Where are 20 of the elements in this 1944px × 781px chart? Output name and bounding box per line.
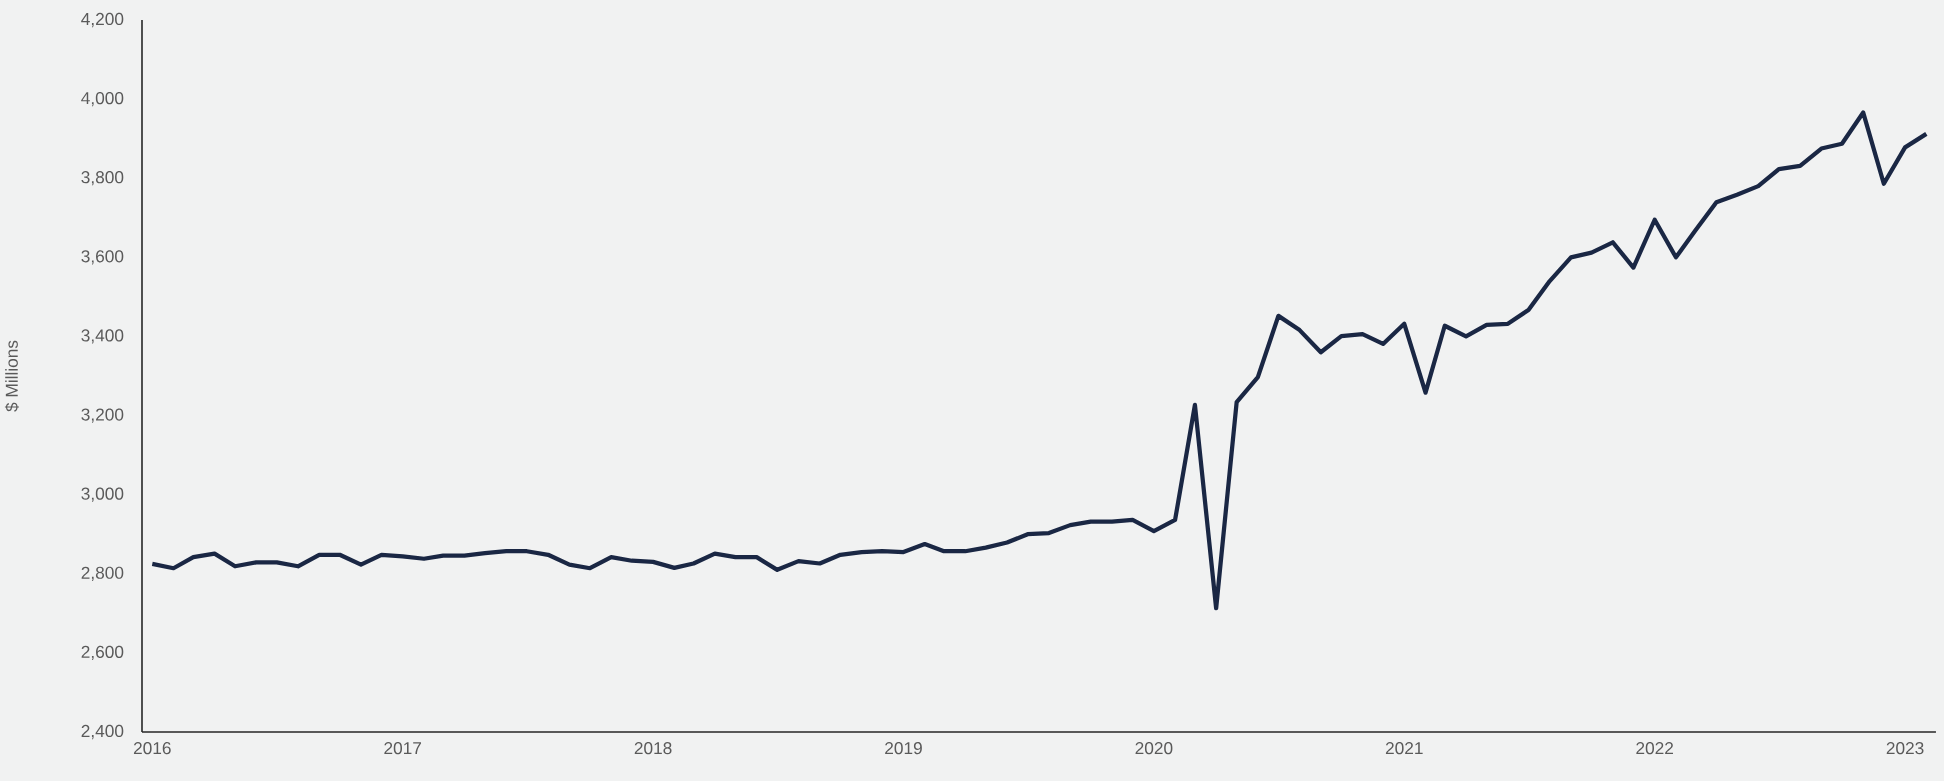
x-tick-label: 2020	[1135, 742, 1173, 755]
x-tick-label: 2017	[384, 742, 422, 755]
y-tick-label: 4,000	[81, 91, 124, 107]
x-tick-label: 2023	[1886, 742, 1924, 755]
y-tick-label: 3,800	[81, 171, 124, 186]
y-tick-label: 3,600	[81, 250, 124, 265]
y-tick-label: 3,400	[81, 329, 124, 344]
x-tick-label: 2022	[1636, 742, 1673, 755]
x-tick-label: 2016	[133, 742, 171, 755]
y-tick-label: 2,800	[81, 566, 124, 581]
x-tick-label: 2021	[1385, 742, 1423, 755]
x-tick-label: 2019	[885, 742, 922, 755]
line-series	[150, 110, 1929, 611]
y-tick-label: 3,000	[81, 487, 124, 502]
y-tick-label: 3,200	[81, 408, 124, 423]
y-tick-label: 4,200	[81, 12, 124, 28]
y-tick-label: 2,400	[81, 724, 124, 740]
y-tick-label: 2,600	[81, 645, 124, 661]
x-tick-label: 2018	[634, 742, 672, 755]
y-axis-title: $ Millions	[4, 340, 19, 412]
